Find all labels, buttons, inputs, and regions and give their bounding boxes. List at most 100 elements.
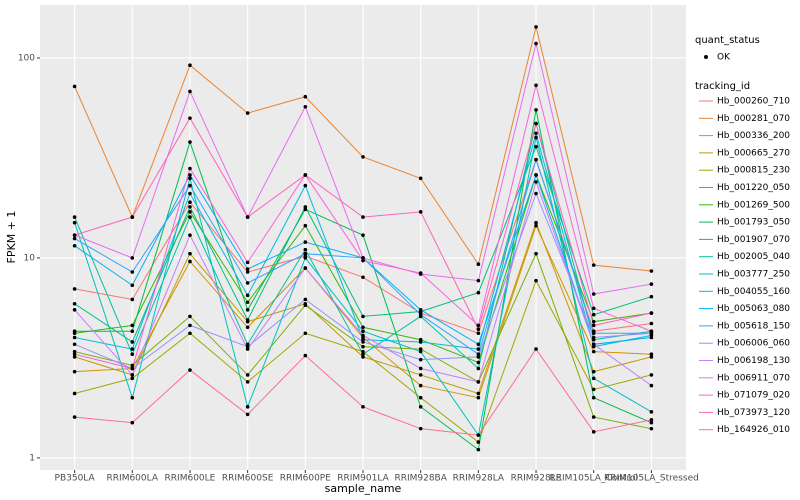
data-point (361, 258, 365, 263)
data-point (361, 215, 365, 219)
data-point (245, 380, 250, 384)
data-point (476, 347, 481, 351)
data-point (72, 369, 77, 374)
data-point (72, 342, 77, 347)
data-point (72, 308, 77, 312)
data-point (245, 267, 250, 271)
data-point (245, 281, 250, 285)
legend-label: Hb_006911_070 (717, 373, 790, 383)
data-point (534, 220, 538, 225)
legend-label: Hb_006006_060 (717, 339, 790, 349)
data-point (303, 183, 308, 188)
data-point (591, 319, 596, 324)
legend-title: quant_status (695, 35, 760, 46)
data-point (591, 415, 596, 419)
data-point (303, 173, 308, 177)
data-point (188, 200, 192, 204)
data-point (649, 383, 654, 388)
data-point (534, 144, 538, 149)
data-point (534, 191, 538, 196)
data-point (188, 89, 192, 94)
data-point (649, 294, 654, 299)
data-point (361, 355, 365, 359)
data-point (476, 391, 481, 396)
data-point (649, 311, 654, 315)
data-point (188, 215, 192, 219)
x-tick-label: RRIM600PE (280, 474, 332, 484)
data-point (188, 116, 192, 120)
data-point (361, 340, 365, 344)
data-point (534, 131, 538, 136)
data-point (476, 342, 481, 347)
data-point (130, 323, 135, 328)
data-point (649, 373, 654, 377)
data-point (534, 251, 538, 256)
legend-label: OK (717, 53, 731, 63)
data-point (476, 440, 481, 444)
x-tick-label: RRIM105LA_Stressed (604, 474, 699, 484)
data-point (649, 282, 654, 286)
data-point (476, 366, 481, 371)
data-point (361, 405, 365, 409)
data-point (72, 352, 77, 357)
legend-label: Hb_073973_120 (717, 408, 790, 418)
x-tick-label: PB350LA (55, 474, 96, 484)
data-point (130, 215, 135, 219)
legend-label: Hb_004055_160 (717, 287, 790, 297)
data-point (534, 41, 538, 46)
data-point (591, 323, 596, 328)
x-axis-label: sample_name (325, 482, 402, 495)
x-tick-label: RRIM928BA (394, 474, 447, 484)
data-point (418, 308, 423, 312)
data-point (649, 420, 654, 425)
data-point (476, 331, 481, 336)
data-point (591, 306, 596, 311)
data-point (591, 335, 596, 340)
data-point (361, 233, 365, 237)
legend-label: Hb_005063_080 (717, 304, 790, 314)
data-point (303, 297, 308, 302)
data-point (418, 347, 423, 351)
data-point (72, 84, 77, 89)
data-point (245, 405, 250, 409)
data-point (188, 368, 192, 372)
data-point (649, 426, 654, 431)
data-point (649, 269, 654, 273)
data-point (72, 349, 77, 354)
data-point (72, 301, 77, 306)
data-point (72, 391, 77, 396)
data-point (303, 331, 308, 336)
data-point (130, 256, 135, 260)
data-point (361, 344, 365, 349)
legend-label: Hb_005618_150 (717, 321, 790, 331)
data-point (245, 215, 250, 219)
legend: quant_status OK tracking_id Hb_000260_71… (695, 35, 790, 435)
data-point (72, 329, 77, 334)
data-point (361, 275, 365, 280)
data-point (418, 357, 423, 362)
data-point (245, 318, 250, 322)
data-point (245, 325, 250, 330)
data-point (303, 223, 308, 228)
data-point (534, 173, 538, 177)
data-point (361, 349, 365, 354)
data-point (591, 349, 596, 354)
data-point (476, 360, 481, 365)
data-point (72, 220, 77, 225)
data-point (72, 236, 77, 241)
data-point (188, 314, 192, 319)
data-point (130, 297, 135, 302)
data-point (418, 373, 423, 377)
data-point (303, 251, 308, 256)
legend-label: Hb_006198_130 (717, 356, 790, 366)
data-point (649, 355, 654, 359)
legend-label: Hb_003777_250 (717, 270, 790, 280)
data-point (303, 205, 308, 209)
data-point (591, 342, 596, 347)
data-point (188, 176, 192, 181)
data-point (476, 380, 481, 384)
data-point (130, 270, 135, 274)
data-point (72, 335, 77, 340)
data-point (418, 312, 423, 317)
